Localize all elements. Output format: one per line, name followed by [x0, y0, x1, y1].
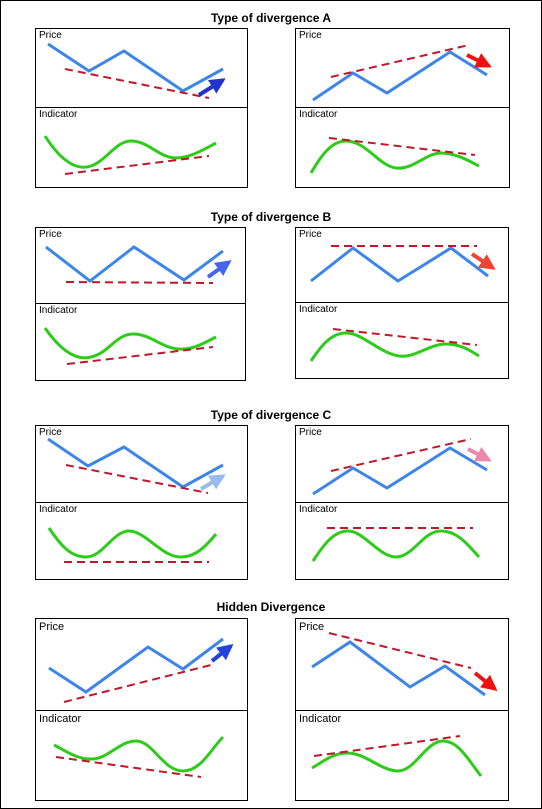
- direction-arrow: [473, 671, 498, 691]
- indicator-wave: [311, 529, 481, 562]
- section-title-hidden: Hidden Divergence: [216, 600, 326, 614]
- price-label: Price: [39, 229, 62, 240]
- indicator-wave: [309, 139, 480, 174]
- direction-arrow: [466, 53, 492, 68]
- indicator-label: Indicator: [39, 305, 78, 316]
- indicator-label: Indicator: [39, 109, 78, 120]
- section-a-artwork: [43, 42, 492, 175]
- price-line: [312, 50, 488, 102]
- panel-divider: [36, 710, 247, 711]
- panel-divider: [296, 710, 508, 711]
- panel-divider: [36, 303, 245, 304]
- price-label: Price: [39, 427, 62, 438]
- trend-line: [332, 328, 478, 346]
- trend-line: [313, 735, 461, 757]
- price-label: Price: [39, 30, 62, 41]
- panel-b-right: Price Indicator: [295, 227, 509, 379]
- section-title-a: Type of divergence A: [210, 11, 332, 25]
- direction-arrow: [467, 446, 492, 462]
- direction-arrow: [199, 474, 226, 491]
- indicator-label: Indicator: [39, 504, 78, 515]
- panel-divider: [296, 107, 509, 108]
- price-line: [312, 446, 488, 496]
- price-line: [310, 246, 489, 283]
- trend-line: [63, 664, 212, 703]
- section-hidden-artwork: [48, 632, 498, 778]
- trend-line: [328, 137, 476, 156]
- panel-divider: [296, 502, 508, 503]
- price-label: Price: [299, 427, 322, 438]
- trend-line: [64, 155, 210, 175]
- indicator-label: Indicator: [299, 109, 338, 120]
- section-title-b: Type of divergence B: [210, 210, 332, 224]
- indicator-wave: [43, 135, 217, 169]
- indicator-wave: [311, 739, 483, 777]
- price-label: Price: [299, 621, 325, 633]
- direction-arrow: [197, 78, 226, 97]
- price-line: [311, 640, 486, 697]
- trend-line: [330, 44, 470, 78]
- trend-line: [328, 632, 472, 669]
- price-line: [47, 42, 224, 93]
- trend-line: [64, 68, 210, 99]
- direction-arrow: [210, 644, 234, 663]
- direction-arrow: [470, 252, 496, 270]
- section-title-c: Type of divergence C: [210, 408, 332, 422]
- panel-divider: [296, 302, 508, 303]
- trend-line: [330, 438, 472, 472]
- indicator-label: Indicator: [299, 713, 342, 725]
- price-line: [45, 245, 224, 283]
- indicator-wave: [309, 331, 480, 362]
- panel-divider: [36, 502, 247, 503]
- indicator-wave: [53, 735, 225, 773]
- direction-arrow: [206, 260, 232, 279]
- section-b-artwork: [43, 245, 496, 365]
- indicator-wave: [43, 327, 217, 360]
- panel-c-left: Price Indicator: [35, 425, 248, 580]
- price-line: [47, 437, 224, 489]
- trend-line: [55, 756, 202, 778]
- indicator-label: Indicator: [299, 304, 338, 315]
- indicator-label: Indicator: [299, 504, 338, 515]
- panel-divider: [36, 107, 247, 108]
- trend-line: [66, 346, 214, 365]
- price-label: Price: [39, 621, 65, 633]
- indicator-wave: [47, 527, 218, 559]
- trend-line: [65, 464, 209, 494]
- price-line: [48, 637, 224, 694]
- price-label: Price: [299, 229, 322, 240]
- panel-a-left: Price Indicator: [35, 28, 248, 188]
- indicator-label: Indicator: [39, 713, 82, 725]
- section-c-artwork: [47, 437, 492, 563]
- price-label: Price: [299, 30, 322, 41]
- trend-line: [65, 281, 214, 284]
